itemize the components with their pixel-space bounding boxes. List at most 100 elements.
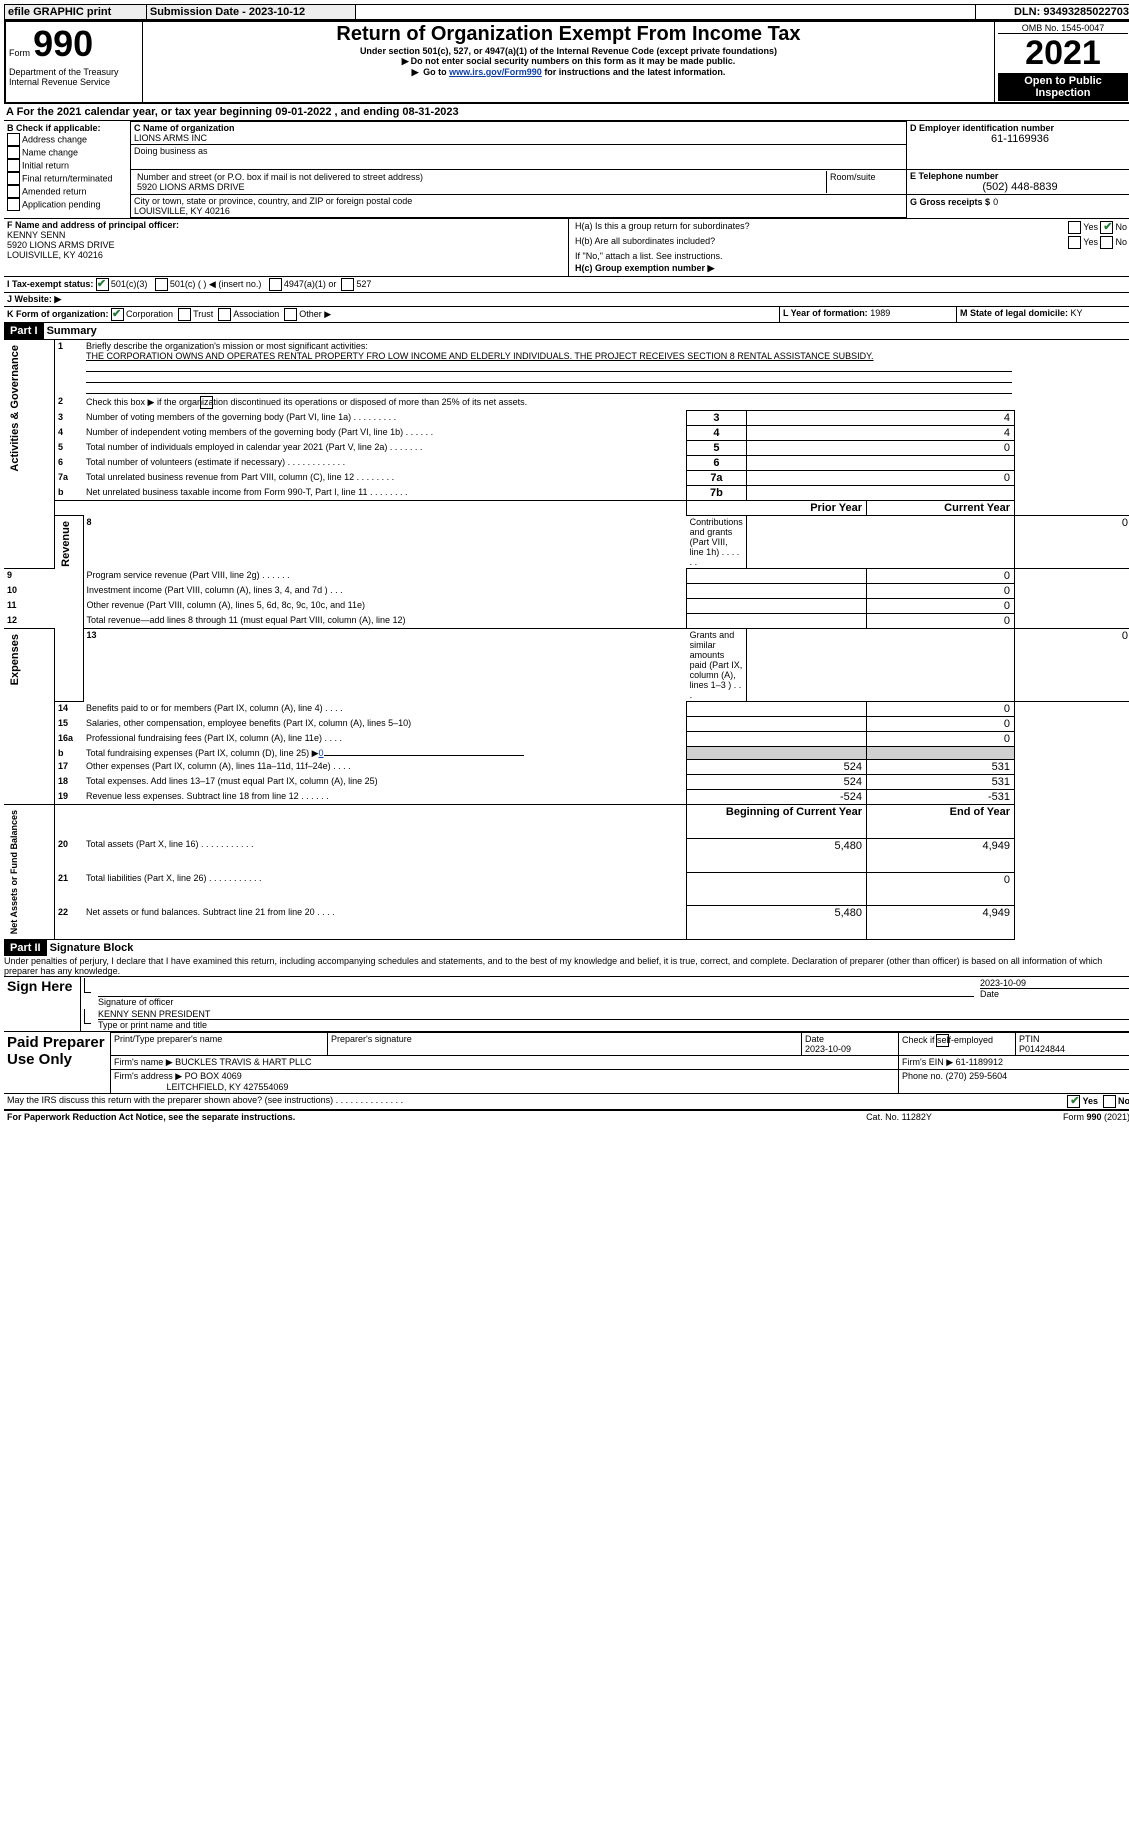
sig-date-cell: 2023-10-09 Date [977, 977, 1129, 1008]
chk-application-pending[interactable] [7, 198, 20, 211]
i-501c3: 501(c)(3) [111, 279, 148, 289]
chk-initial-return[interactable] [7, 159, 20, 172]
part-i-header: Part I Summary [4, 323, 1129, 340]
chk-4947[interactable] [269, 278, 282, 291]
officer-street: 5920 LIONS ARMS DRIVE [7, 240, 565, 250]
city-label: City or town, state or province, country… [134, 196, 903, 206]
c22: 4,949 [867, 906, 1015, 940]
form-990: 990 [33, 23, 93, 64]
dba-label: Doing business as [134, 146, 903, 156]
chk-address-change[interactable] [7, 133, 20, 146]
prep-date-val: 2023-10-09 [805, 1044, 851, 1054]
phone-label: Phone no. [902, 1071, 943, 1081]
form-title: Return of Organization Exempt From Incom… [146, 23, 991, 46]
l16b-link[interactable]: 0 [319, 748, 324, 758]
chk-501c[interactable] [155, 278, 168, 291]
omb-year-cell: OMB No. 1545-0047 2021 Open to Public In… [995, 21, 1129, 103]
chk-final-return[interactable] [7, 172, 20, 185]
sig-officer-label: Signature of officer [98, 997, 173, 1007]
c12: 0 [867, 614, 1015, 629]
l10: Investment income (Part VIII, column (A)… [83, 584, 687, 599]
efile-button[interactable]: efile GRAPHIC print [5, 5, 147, 20]
sig-type-label: Type or print name and title [98, 1020, 207, 1030]
prep-print-cell: Print/Type preparer's name [111, 1033, 328, 1056]
firm-addr-cell: Firm's address ▶ PO BOX 4069 LEITCHFIELD… [111, 1070, 899, 1094]
chk-ha-no[interactable] [1100, 221, 1113, 234]
f-cell: F Name and address of principal officer:… [4, 219, 569, 277]
chk-other[interactable] [284, 308, 297, 321]
opt-initial-return: Initial return [22, 160, 69, 170]
l17: Other expenses (Part IX, column (A), lin… [83, 760, 687, 775]
l9: Program service revenue (Part VIII, line… [83, 569, 687, 584]
c10: 0 [867, 584, 1015, 599]
cat-no: Cat. No. 11282Y [821, 1110, 977, 1123]
hc-label: H(c) Group exemption number ▶ [572, 262, 1129, 275]
opt-amended-return: Amended return [22, 186, 87, 196]
firm-ein-val: 61-1189912 [956, 1057, 1003, 1067]
section-b: B Check if applicable: Address change Na… [4, 122, 131, 218]
chk-ha-yes[interactable] [1068, 221, 1081, 234]
c13: 0 [1015, 629, 1129, 702]
opt-final-return: Final return/terminated [22, 173, 113, 183]
l6: Total number of volunteers (estimate if … [83, 456, 687, 471]
chk-name-change[interactable] [7, 146, 20, 159]
firm-addr-label: Firm's address ▶ [114, 1071, 182, 1081]
side-exp: Expenses [7, 630, 23, 689]
j-label: J Website: ▶ [4, 293, 1129, 307]
form-subtitle: Under section 501(c), 527, or 4947(a)(1)… [146, 46, 991, 56]
chk-hb-no[interactable] [1100, 236, 1113, 249]
title-cell: Return of Organization Exempt From Incom… [143, 21, 995, 103]
c9: 0 [867, 569, 1015, 584]
street-value: 5920 LIONS ARMS DRIVE [137, 182, 823, 192]
line-a-prefix: A For the 2021 calendar year, or tax yea… [6, 106, 275, 118]
chk-self-employed[interactable] [936, 1034, 949, 1047]
l5: Total number of individuals employed in … [83, 441, 687, 456]
sig-name-val: KENNY SENN PRESIDENT [98, 1009, 1129, 1020]
sig-date-val: 2023-10-09 [980, 978, 1129, 989]
k-assoc: Association [233, 309, 279, 319]
p16b [687, 747, 867, 760]
form990-link[interactable]: www.irs.gov/Form990 [449, 67, 542, 77]
c14: 0 [867, 702, 1015, 717]
officer-name: KENNY SENN [7, 230, 565, 240]
open-inspection: Open to Public Inspection [998, 73, 1128, 101]
opt-address-change: Address change [22, 134, 87, 144]
chk-corp[interactable] [111, 308, 124, 321]
i-label: I Tax-exempt status: [7, 279, 93, 289]
l21: Total liabilities (Part X, line 26) . . … [83, 872, 687, 906]
chk-trust[interactable] [178, 308, 191, 321]
chk-assoc[interactable] [218, 308, 231, 321]
ptin-val: P01424844 [1019, 1044, 1065, 1054]
g-cell: G Gross receipts $ 0 [907, 195, 1129, 218]
p20: 5,480 [687, 838, 867, 872]
chk-501c3[interactable] [96, 278, 109, 291]
officer-city: LOUISVILLE, KY 40216 [7, 250, 565, 260]
l15: Salaries, other compensation, employee b… [83, 717, 687, 732]
chk-527[interactable] [341, 278, 354, 291]
firm-ein-label: Firm's EIN ▶ [902, 1057, 953, 1067]
l11: Other revenue (Part VIII, column (A), li… [83, 599, 687, 614]
chk-l2[interactable] [200, 396, 213, 409]
chk-discuss-no[interactable] [1103, 1095, 1116, 1108]
i-501c: 501(c) ( ) ◀ (insert no.) [170, 279, 261, 289]
sign-here-label: Sign Here [4, 977, 81, 1032]
k-other: Other ▶ [299, 309, 331, 319]
paid-preparer-label: Paid Preparer Use Only [4, 1033, 111, 1094]
chk-discuss-yes[interactable] [1067, 1095, 1080, 1108]
submission-date-button[interactable]: Submission Date - 2023-10-12 [146, 5, 355, 20]
ein-value: 61-1169936 [910, 133, 1129, 145]
city-value: LOUISVILLE, KY 40216 [134, 206, 903, 216]
note2-suffix: for instructions and the latest informat… [544, 67, 725, 77]
k-cell: K Form of organization: Corporation Trus… [4, 307, 780, 323]
l22: Net assets or fund balances. Subtract li… [83, 906, 687, 940]
form-ref: Form 990 (2021) [977, 1110, 1129, 1123]
firm-name-label: Firm's name ▶ [114, 1057, 173, 1067]
prep-print-label: Print/Type preparer's name [114, 1034, 324, 1044]
paid-preparer-block: Paid Preparer Use Only Print/Type prepar… [4, 1032, 1129, 1094]
chk-hb-yes[interactable] [1068, 236, 1081, 249]
chk-amended-return[interactable] [7, 185, 20, 198]
nc3: 3 [687, 411, 747, 426]
note2-prefix: Go to [423, 67, 449, 77]
phone-value: (502) 448-8839 [910, 181, 1129, 193]
c21: 0 [867, 872, 1015, 906]
